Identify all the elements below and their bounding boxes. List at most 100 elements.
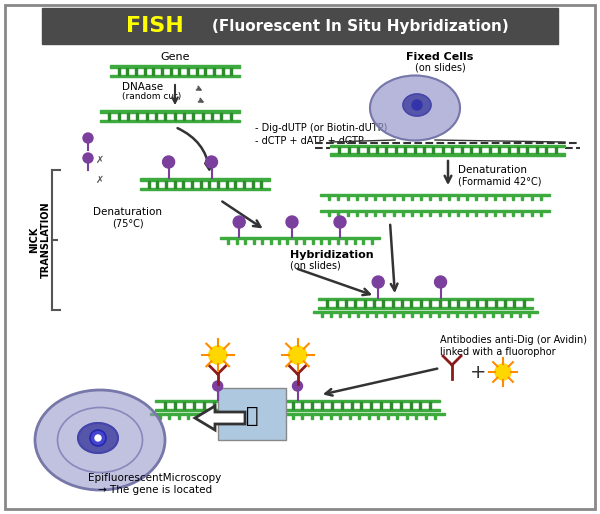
Bar [361, 402, 362, 409]
Bar [521, 212, 523, 216]
Text: Gene: Gene [160, 52, 190, 62]
Bar [395, 147, 397, 153]
Bar [375, 313, 377, 317]
FancyBboxPatch shape [5, 5, 595, 509]
Bar [318, 307, 533, 309]
Bar [514, 300, 515, 307]
Bar [187, 415, 189, 418]
Bar [165, 180, 167, 188]
Bar [540, 196, 542, 200]
Bar [401, 300, 403, 307]
Bar [321, 402, 323, 409]
Bar [382, 300, 385, 307]
Bar [425, 415, 427, 418]
Bar [218, 388, 286, 440]
Circle shape [205, 156, 218, 168]
Bar [536, 147, 538, 153]
Bar [415, 415, 418, 418]
Bar [220, 237, 380, 239]
Bar [155, 113, 157, 120]
Circle shape [289, 346, 307, 364]
Bar [346, 239, 347, 244]
Bar [365, 196, 367, 200]
Bar [148, 180, 149, 188]
Bar [110, 75, 240, 77]
Bar [328, 239, 331, 244]
Bar [376, 147, 378, 153]
Bar [208, 180, 211, 188]
Text: +: + [470, 362, 486, 381]
Bar [474, 313, 476, 317]
Bar [517, 147, 519, 153]
Bar [200, 180, 202, 188]
Bar [461, 147, 463, 153]
Bar [347, 212, 349, 216]
Bar [193, 402, 196, 409]
Circle shape [163, 156, 175, 168]
Bar [356, 212, 358, 216]
Bar [406, 415, 408, 418]
Bar [419, 402, 421, 409]
Text: EpifluorescentMicroscopy: EpifluorescentMicroscopy [88, 473, 221, 483]
Text: (on slides): (on slides) [415, 62, 466, 72]
Bar [503, 196, 505, 200]
Bar [242, 402, 244, 409]
Bar [476, 300, 478, 307]
Bar [540, 212, 542, 216]
Bar [118, 67, 119, 75]
Ellipse shape [78, 423, 118, 453]
Text: (75°C): (75°C) [112, 218, 144, 228]
Bar [510, 313, 512, 317]
Bar [252, 402, 254, 409]
Bar [243, 180, 245, 188]
Bar [350, 402, 353, 409]
Bar [530, 196, 533, 200]
Bar [503, 212, 505, 216]
Bar [338, 147, 340, 153]
Bar [313, 311, 538, 313]
Bar [251, 180, 254, 188]
Bar [504, 300, 506, 307]
Bar [397, 415, 398, 418]
Bar [155, 400, 440, 402]
Bar [368, 415, 370, 418]
Text: DNAase: DNAase [122, 82, 163, 92]
Bar [152, 67, 154, 75]
Bar [384, 313, 386, 317]
Bar [155, 409, 440, 411]
Bar [420, 212, 422, 216]
Bar [448, 300, 450, 307]
Bar [272, 402, 274, 409]
Bar [374, 196, 376, 200]
Bar [100, 110, 240, 113]
Bar [355, 300, 356, 307]
Bar [303, 239, 305, 244]
Bar [191, 180, 193, 188]
Circle shape [286, 216, 298, 228]
Text: - dCTP + dATP + dGTP: - dCTP + dATP + dGTP [255, 136, 364, 146]
Bar [184, 402, 185, 409]
Bar [244, 415, 246, 418]
Bar [439, 196, 440, 200]
Bar [528, 313, 530, 317]
Bar [410, 402, 412, 409]
Bar [483, 313, 485, 317]
Bar [393, 313, 395, 317]
Bar [225, 415, 227, 418]
Bar [235, 180, 236, 188]
Bar [470, 147, 472, 153]
Bar [367, 147, 368, 153]
Bar [356, 196, 358, 200]
Text: linked with a fluorophor: linked with a fluorophor [440, 347, 556, 357]
Bar [100, 120, 240, 122]
Bar [205, 67, 206, 75]
Bar [318, 298, 533, 300]
Bar [109, 113, 110, 120]
Bar [127, 113, 129, 120]
Text: Antibodies anti-Dig (or Avidin): Antibodies anti-Dig (or Avidin) [440, 335, 587, 345]
Bar [349, 415, 351, 418]
Bar [475, 196, 478, 200]
Bar [215, 415, 218, 418]
Circle shape [209, 346, 227, 364]
Bar [203, 402, 205, 409]
